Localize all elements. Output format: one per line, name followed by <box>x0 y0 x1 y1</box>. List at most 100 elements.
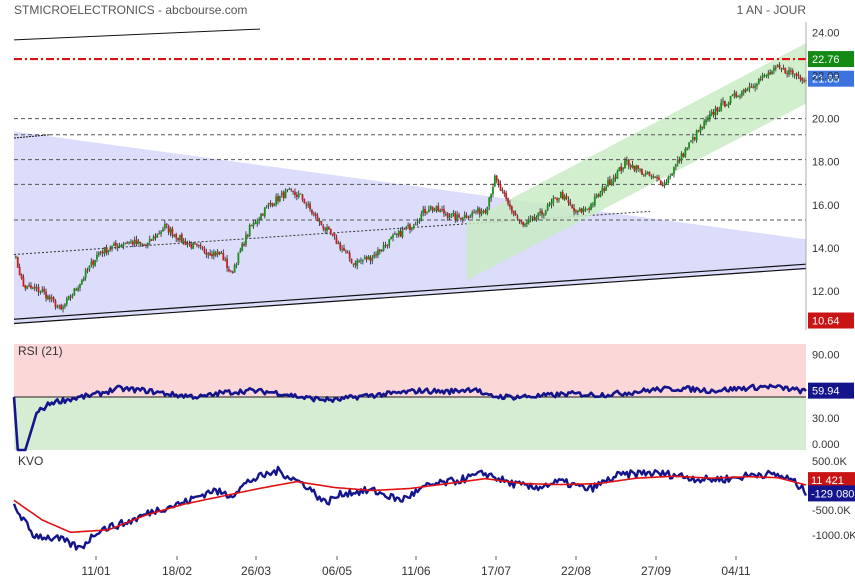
candle-body <box>603 188 606 191</box>
candle-body <box>167 225 170 233</box>
candle-body <box>535 217 538 220</box>
candle-body <box>527 219 530 223</box>
candle-body <box>271 203 274 206</box>
candle-body <box>260 213 262 220</box>
candle-body <box>169 228 172 233</box>
candle-body <box>71 295 74 298</box>
candle-body <box>788 70 790 75</box>
candle-body <box>326 227 328 232</box>
candle-body <box>235 264 238 266</box>
candle-body <box>212 251 215 256</box>
candle-body <box>148 238 151 242</box>
candle-body <box>467 217 470 219</box>
candle-body <box>426 211 428 213</box>
price-ytick-5: 22.00 <box>812 70 840 82</box>
candle-body <box>58 305 61 307</box>
candle-body <box>471 212 474 216</box>
candle-body <box>473 212 476 214</box>
candle-body <box>592 204 594 206</box>
candle-body <box>60 304 63 310</box>
price-ytick-6: 24.00 <box>812 27 840 39</box>
candle-body <box>742 89 745 93</box>
candle-body <box>375 254 377 256</box>
candle-body <box>801 78 804 81</box>
candle-body <box>644 173 647 175</box>
candle-body <box>756 84 758 87</box>
candle-body <box>171 228 174 236</box>
candle-body <box>33 286 36 289</box>
kvo-signal-line <box>13 475 807 534</box>
candle-body <box>799 76 802 80</box>
candle-body <box>192 242 195 249</box>
candle-body <box>569 202 572 205</box>
x-label-7: 27/09 <box>641 564 671 578</box>
candle-body <box>512 210 515 214</box>
candle-body <box>658 177 660 180</box>
candle-body <box>348 252 351 259</box>
candle-body <box>593 196 596 206</box>
candle-body <box>105 247 108 253</box>
candle-body <box>207 253 210 255</box>
candle-body <box>388 239 391 246</box>
candle-body <box>320 221 323 225</box>
candle-body <box>243 244 245 246</box>
candle-body <box>165 223 168 226</box>
candle-body <box>297 193 300 198</box>
candle-body <box>763 74 766 76</box>
candle-body <box>614 176 617 179</box>
candle-body <box>575 210 577 213</box>
candle-body <box>646 172 649 174</box>
candle-body <box>52 297 55 301</box>
candle-body <box>486 206 489 214</box>
candle-body <box>750 86 753 88</box>
candle-body <box>769 72 772 75</box>
x-label-1: 18/02 <box>162 564 192 578</box>
candle-body <box>367 256 370 260</box>
candle-body <box>737 96 740 98</box>
candle-body <box>209 252 212 256</box>
kvo-tag-1 <box>808 485 855 502</box>
candle-body <box>73 288 76 296</box>
candle-body <box>373 254 376 258</box>
candle-body <box>216 251 219 255</box>
candle-body <box>684 148 687 157</box>
candle-body <box>465 215 468 218</box>
candle-body <box>505 192 508 199</box>
candle-body <box>254 223 257 225</box>
candle-body <box>16 256 19 268</box>
candle-body <box>312 213 315 215</box>
candle-body <box>612 177 615 183</box>
candle-body <box>625 160 628 162</box>
candle-body <box>41 289 44 293</box>
candle-body <box>605 187 608 191</box>
candle-body <box>275 196 278 205</box>
candle-body <box>158 233 161 235</box>
candle-body <box>782 67 785 70</box>
candle-body <box>365 257 368 260</box>
candle-body <box>727 102 730 106</box>
candle-body <box>616 171 619 179</box>
candle-body <box>761 75 764 79</box>
rsi-ytick-1: 30.00 <box>812 413 840 425</box>
candle-body <box>697 130 700 132</box>
candle-body <box>218 251 221 255</box>
candle-body <box>267 203 270 206</box>
candle-body <box>226 258 228 269</box>
candle-body <box>544 210 547 215</box>
candle-body <box>784 67 787 74</box>
price-tag-0 <box>808 51 854 68</box>
candle-body <box>409 224 411 230</box>
candle-body <box>714 108 717 116</box>
candle-body <box>228 269 230 271</box>
candle-body <box>126 242 129 244</box>
candle-body <box>346 252 349 254</box>
candle-body <box>309 203 311 210</box>
candle-body <box>601 187 604 192</box>
candle-body <box>356 260 359 266</box>
candle-body <box>322 225 325 229</box>
candle-body <box>237 252 240 264</box>
candle-body <box>584 209 587 211</box>
candle-body <box>659 180 662 185</box>
candle-body <box>380 250 383 252</box>
candle-body <box>222 252 225 261</box>
